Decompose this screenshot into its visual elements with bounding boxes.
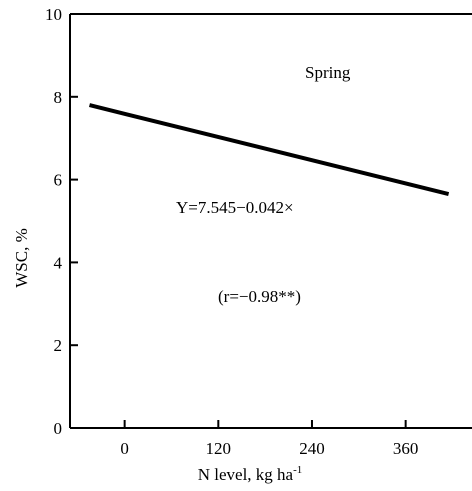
y-axis-title: WSC, % <box>12 228 31 288</box>
y-tick-label: 0 <box>54 419 63 438</box>
x-tick-label: 240 <box>299 439 325 458</box>
regression-line <box>89 103 450 197</box>
x-axis-title: N level, kg ha-1 <box>198 464 303 484</box>
x-axis-title-superscript: -1 <box>293 464 302 476</box>
equation-annotation: Y=7.545−0.042× <box>176 198 294 217</box>
series-layer <box>89 103 450 197</box>
y-axis-ticks: 0 2 4 6 8 10 <box>45 5 78 438</box>
x-tick-label: 0 <box>120 439 129 458</box>
x-axis-ticks: 0 120 240 360 <box>120 420 418 458</box>
correlation-annotation: (r=−0.98**) <box>218 287 301 306</box>
y-tick-label: 6 <box>54 171 63 190</box>
y-tick-label: 2 <box>54 336 63 355</box>
plot-frame <box>69 13 472 429</box>
x-tick-label: 120 <box>206 439 232 458</box>
season-annotation: Spring <box>305 63 351 82</box>
x-tick-label: 360 <box>393 439 419 458</box>
y-tick-label: 4 <box>54 253 63 272</box>
y-tick-label: 10 <box>45 5 62 24</box>
y-tick-label: 8 <box>54 88 63 107</box>
